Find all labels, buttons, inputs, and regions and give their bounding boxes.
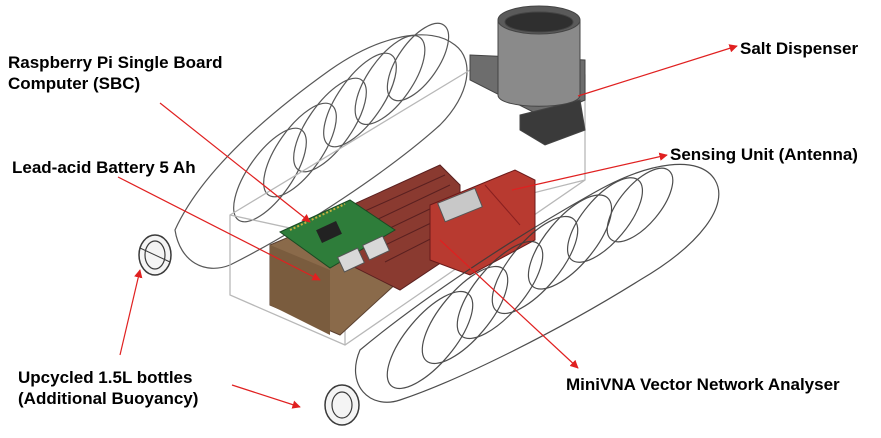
arrow-bottles-front (231, 384, 301, 409)
arrow-battery (117, 176, 321, 281)
label-vna: MiniVNA Vector Network Analyser (566, 374, 840, 395)
salt-dispenser (469, 5, 586, 146)
sensing-unit (429, 169, 536, 276)
label-sbc: Raspberry Pi Single Board Computer (SBC) (8, 52, 222, 94)
arrow-vna (439, 239, 579, 369)
front-bottle-cap (324, 384, 360, 426)
back-bottle-cap (138, 234, 172, 276)
arrow-salt (577, 44, 738, 97)
label-battery-text: Lead-acid Battery 5 Ah (12, 158, 196, 177)
arrow-sbc (159, 102, 311, 223)
arrow-sensing (511, 152, 668, 191)
label-bottles-line2: (Additional Buoyancy) (18, 389, 199, 408)
label-sbc-line1: Raspberry Pi Single Board (8, 53, 223, 72)
label-salt: Salt Dispenser (740, 38, 858, 59)
label-salt-text: Salt Dispenser (740, 39, 859, 58)
label-bottles-line1: Upcycled 1.5L bottles (18, 368, 193, 387)
label-sensing: Sensing Unit (Antenna) (670, 144, 858, 165)
label-vna-text: MiniVNA Vector Network Analyser (566, 375, 840, 394)
label-bottles: Upcycled 1.5L bottles (Additional Buoyan… (18, 367, 198, 409)
label-battery: Lead-acid Battery 5 Ah (12, 157, 196, 178)
label-sensing-text: Sensing Unit (Antenna) (670, 145, 858, 164)
label-sbc-line2: Computer (SBC) (8, 74, 141, 93)
arrow-bottles-up (119, 269, 143, 356)
callout-arrows (117, 44, 738, 409)
front-bottle (354, 163, 720, 403)
raspberry-pi-board (279, 199, 396, 273)
